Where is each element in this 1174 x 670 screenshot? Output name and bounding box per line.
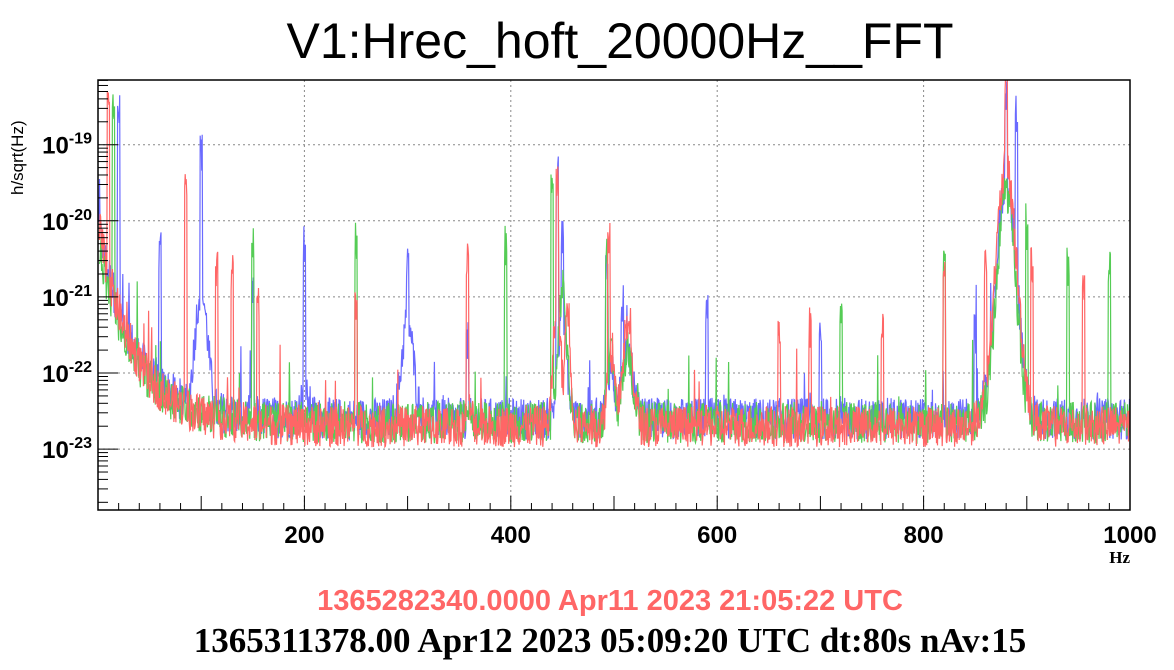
x-tick-label-0: 200 [284, 522, 324, 549]
x-tick-label-2: 600 [697, 522, 737, 549]
x-tick-label-4: 1000 [1103, 522, 1156, 549]
x-axis-ticks: 200 400 600 800 1000 [118, 496, 1157, 549]
x-tick-label-3: 800 [904, 522, 944, 549]
x-tick-label-1: 400 [491, 522, 531, 549]
current-timestamp: 1365311378.00 Apr12 2023 05:09:20 UTC dt… [194, 621, 1027, 660]
y-axis-ticks: 10-19 10-20 10-21 10-22 10-23 [42, 79, 118, 503]
y-tick-label-2: 10-21 [42, 283, 92, 312]
y-tick-label-4: 10-23 [42, 435, 92, 464]
x-axis-label: Hz [1109, 548, 1130, 567]
y-tick-label-1: 10-20 [42, 207, 92, 236]
y-axis-label: h/sqrt(Hz) [8, 120, 27, 195]
y-tick-label-0: 10-19 [42, 131, 92, 160]
plot-area [98, 80, 1130, 449]
reference-timestamp: 1365282340.0000 Apr11 2023 21:05:22 UTC [317, 585, 903, 617]
y-tick-label-3: 10-22 [42, 359, 92, 388]
spectrum-series-1 [98, 94, 1130, 446]
chart-title: V1:Hrec_hoft_20000Hz__FFT [286, 13, 953, 69]
spectrum-series-2 [98, 80, 1130, 449]
